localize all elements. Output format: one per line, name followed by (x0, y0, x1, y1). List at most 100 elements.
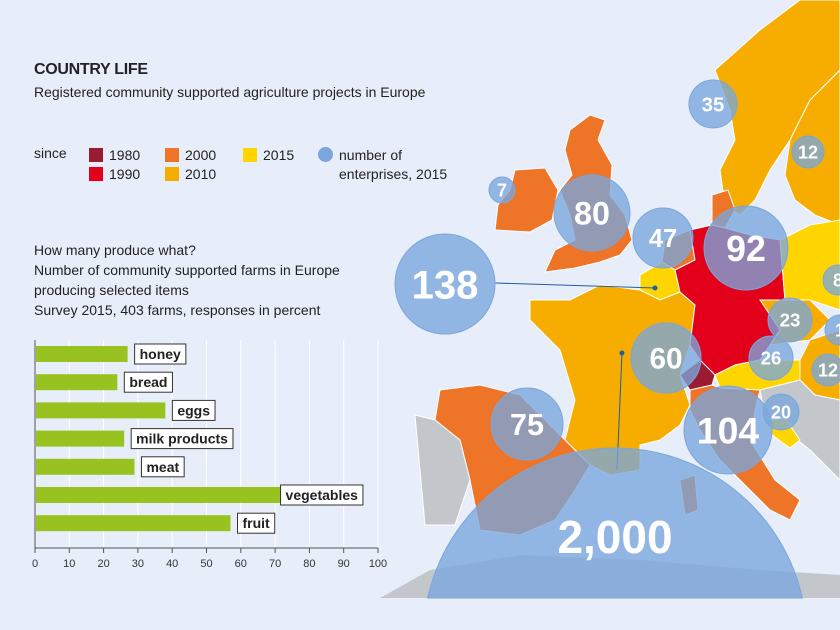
bar-label-box (280, 484, 364, 506)
bar-fruit (36, 515, 231, 532)
legend-label: 2000 (185, 147, 217, 163)
country-norway (714, 0, 840, 216)
legend-label: 2010 (185, 166, 217, 182)
chart-title: How many produce what? (34, 242, 196, 258)
bubble-value: 7 (497, 180, 507, 200)
bubble-shape (553, 174, 631, 252)
bubble-shape (427, 447, 803, 599)
bar-label-text: milk products (136, 431, 228, 447)
legend-item-2010: 2010 (165, 166, 216, 182)
bar-eggs (36, 402, 166, 419)
bar-label: milk products (130, 428, 234, 450)
bubble-shape (762, 393, 800, 431)
bubble-shape (688, 79, 738, 129)
swatch-2010 (165, 167, 179, 181)
chart-source: Survey 2015, 403 farms, responses in per… (34, 302, 321, 318)
bar-label-box (134, 343, 187, 365)
bar-bread (36, 374, 118, 391)
bubble-23: 23 (767, 297, 813, 343)
legend-label: 2015 (263, 147, 295, 163)
legend-item-2000: 2000 (165, 147, 216, 163)
bubble-value: 75 (510, 408, 544, 442)
bubble-shape (488, 176, 516, 204)
x-tick-label: 20 (97, 558, 109, 570)
bubble-shape (811, 353, 840, 387)
bar-meat (36, 458, 135, 475)
bar-label: vegetables (280, 484, 364, 506)
swatch-1990 (89, 167, 103, 181)
bubble-value: 26 (761, 348, 782, 369)
bubble-value: 138 (412, 263, 479, 307)
marker-france (619, 350, 625, 356)
bubble-value: 12 (818, 360, 838, 380)
legend-item-1980: 1980 (89, 147, 140, 163)
chart-subtitle-2: producing selected items (34, 282, 189, 298)
bubble-value: 80 (574, 196, 610, 232)
bubble-shape (824, 314, 840, 346)
swatch-2015 (243, 148, 257, 162)
bar-honey (36, 346, 128, 362)
bubble-value: 47 (649, 225, 677, 253)
bubble-60: 60 (630, 322, 702, 394)
bubble-value: 12 (798, 142, 818, 162)
x-tick-label: 10 (63, 558, 75, 570)
legend-bubble: number of (318, 147, 402, 163)
bubble-value: 92 (726, 229, 766, 269)
x-tick-label: 40 (166, 558, 178, 570)
bubble-26: 26 (748, 335, 794, 381)
bar-label-box (140, 456, 185, 478)
x-tick-label: 100 (369, 558, 387, 570)
bubble-92: 92 (703, 205, 789, 291)
bubble-value: 2,000 (557, 511, 672, 563)
bar-label-text: honey (140, 346, 181, 362)
bubble-1: 1 (824, 314, 840, 346)
bar-label-box (123, 371, 173, 393)
page-subtitle: Registered community supported agricultu… (34, 84, 426, 100)
x-tick-label: 50 (200, 558, 212, 570)
bar-label-box (130, 428, 234, 450)
bubble-shape (490, 387, 564, 461)
x-tick-label: 80 (303, 558, 315, 570)
bar-label: honey (134, 343, 187, 365)
bubble-47: 47 (632, 207, 694, 269)
x-tick-label: 90 (338, 558, 350, 570)
bubble-shape (394, 233, 496, 335)
bubble-shape (767, 297, 813, 343)
leader-line-138 (494, 282, 656, 289)
bubble-shape (683, 385, 773, 475)
page-title: COUNTRY LIFE (34, 61, 148, 78)
bar-label: fruit (237, 512, 276, 534)
bar-label: eggs (171, 399, 216, 421)
bubble-value: 60 (649, 343, 682, 376)
x-tick-label: 70 (269, 558, 281, 570)
legend-item-1990: 1990 (89, 166, 140, 182)
bar-label-text: eggs (177, 402, 210, 418)
bubble-value: 20 (771, 402, 791, 422)
marker-belgium (652, 285, 658, 291)
bubble-value: 35 (702, 94, 725, 116)
bar-milk-products (36, 430, 125, 447)
bubble-shape (748, 335, 794, 381)
bubble-shape (703, 205, 789, 291)
bubble-shape (632, 207, 694, 269)
bubble-shape (791, 135, 825, 169)
bubble-80: 80 (553, 174, 631, 252)
bubble-value: 23 (780, 310, 801, 331)
bubble-8: 8 (822, 264, 840, 296)
bubble-icon (318, 147, 333, 162)
bubble-value: 104 (697, 409, 760, 451)
bar-label-box (237, 512, 276, 534)
chart-subtitle-1: Number of community supported farms in E… (34, 262, 340, 278)
x-tick-label: 60 (235, 558, 247, 570)
legend-since: since (34, 145, 67, 161)
bubble-20: 20 (762, 393, 800, 431)
bubble-12: 12 (791, 135, 825, 169)
bubble-2000: 2,000 (427, 447, 803, 599)
bubble-35: 35 (688, 79, 738, 129)
bubble-7: 7 (488, 176, 516, 204)
bar-vegetables (36, 487, 351, 503)
legend-label: 1980 (109, 147, 141, 163)
bubble-12: 12 (811, 353, 840, 387)
